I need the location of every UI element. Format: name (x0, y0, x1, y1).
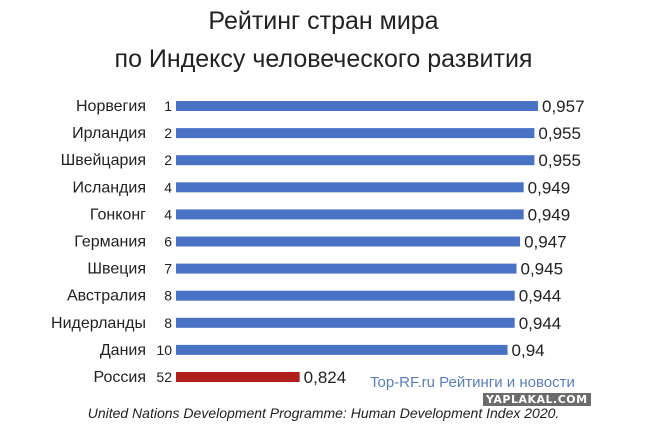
category-label: Ирландия (72, 125, 146, 142)
source-note: United Nations Development Programme: Hu… (87, 405, 560, 421)
category-label: Швеция (87, 261, 146, 278)
value-label: 0,94 (512, 341, 545, 360)
value-label: 0,944 (519, 287, 562, 306)
bar (176, 263, 517, 274)
category-label: Австралия (67, 288, 146, 305)
value-label: 0,955 (538, 124, 581, 143)
value-label: 0,949 (528, 178, 571, 197)
value-label: 0,824 (304, 368, 347, 387)
category-label: Швейцария (61, 152, 146, 169)
value-label: 0,947 (524, 233, 567, 252)
value-label: 0,957 (542, 97, 585, 116)
bar (176, 128, 535, 139)
bar (176, 155, 535, 166)
rank-label: 1 (164, 98, 172, 114)
category-label: Дания (100, 342, 146, 359)
category-label: Исландия (72, 179, 146, 196)
rank-label: 8 (164, 315, 172, 331)
yaplakal-stamp: YAPLAKAL.COM (483, 393, 591, 406)
rank-label: 2 (164, 125, 172, 141)
bar (176, 101, 538, 111)
watermark-text: Top-RF.ru Рейтинги и новости (370, 374, 575, 391)
bar (176, 209, 524, 220)
rank-label: 10 (156, 342, 172, 358)
rank-label: 4 (164, 206, 172, 222)
category-label: Нидерланды (51, 315, 146, 332)
value-label: 0,944 (519, 314, 562, 333)
bar (176, 317, 515, 328)
category-label: Гонконг (90, 206, 146, 223)
chart-title: Рейтинг стран мира (208, 7, 439, 35)
bar (176, 344, 508, 355)
category-label: Германия (74, 234, 146, 251)
rank-label: 7 (164, 261, 172, 277)
bar (176, 236, 521, 247)
rank-label: 6 (164, 234, 172, 250)
rank-label: 8 (164, 288, 172, 304)
value-label: 0,955 (538, 151, 581, 170)
value-label: 0,949 (528, 205, 571, 224)
rank-label: 2 (164, 152, 172, 168)
rank-label: 4 (164, 179, 172, 195)
value-label: 0,945 (520, 260, 563, 279)
bar-highlight (176, 372, 300, 382)
bar (176, 182, 524, 193)
rank-label: 52 (156, 369, 172, 385)
category-label: Норвегия (76, 98, 146, 115)
category-label: Россия (94, 369, 146, 386)
bar (176, 290, 515, 301)
chart-subtitle: по Индексу человеческого развития (114, 45, 533, 73)
